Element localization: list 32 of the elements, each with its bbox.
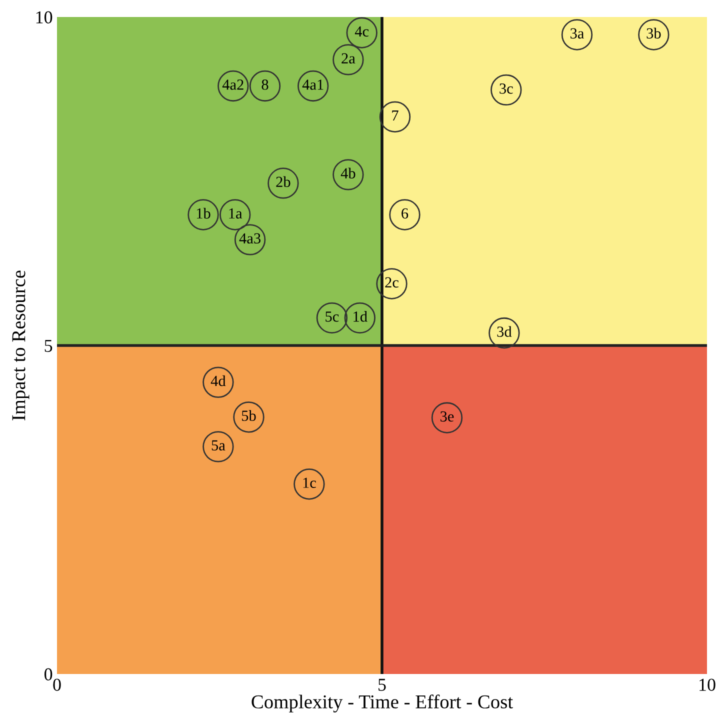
annotation: 4c — [354, 26, 369, 37]
annotation: 4b — [340, 168, 356, 179]
annotation: 1c — [303, 478, 316, 488]
annotation: 8 — [262, 80, 268, 90]
annotation: 4a2 — [222, 80, 244, 90]
y-tick-label: 5 — [44, 340, 52, 352]
annotation: 1a — [229, 208, 242, 219]
annotation: 1b — [196, 208, 210, 219]
y-axis-title: Impact to Resource — [12, 270, 30, 420]
x-tick-label: 10 — [700, 678, 716, 691]
annotation: 3b — [646, 28, 661, 39]
annotation: 2b — [276, 176, 290, 188]
x-tick-label: 5 — [378, 678, 386, 691]
annotation: 2c — [385, 277, 398, 288]
x-tick-label: 0 — [53, 678, 61, 691]
annotation: 4a3 — [239, 233, 260, 244]
annotation: 4a1 — [302, 80, 324, 90]
annotation: 5b — [242, 410, 256, 421]
y-tick-label: 10 — [36, 11, 52, 24]
annotation: 3c — [500, 83, 513, 94]
annotation: 2a — [342, 53, 356, 64]
annotation: 4d — [210, 375, 226, 386]
annotation: 3d — [497, 326, 512, 337]
x-axis-title: Complexity - Time - Effort - Cost — [252, 694, 513, 712]
y-tick-label: 0 — [44, 668, 52, 680]
annotation: 5a — [212, 440, 226, 450]
annotation: 3a — [570, 28, 584, 39]
annotation: 7 — [392, 110, 398, 121]
annotation: 3e — [440, 411, 454, 422]
annotation: 1d — [354, 310, 368, 322]
annotation: 5c — [326, 312, 339, 322]
annotation: 6 — [402, 208, 408, 219]
